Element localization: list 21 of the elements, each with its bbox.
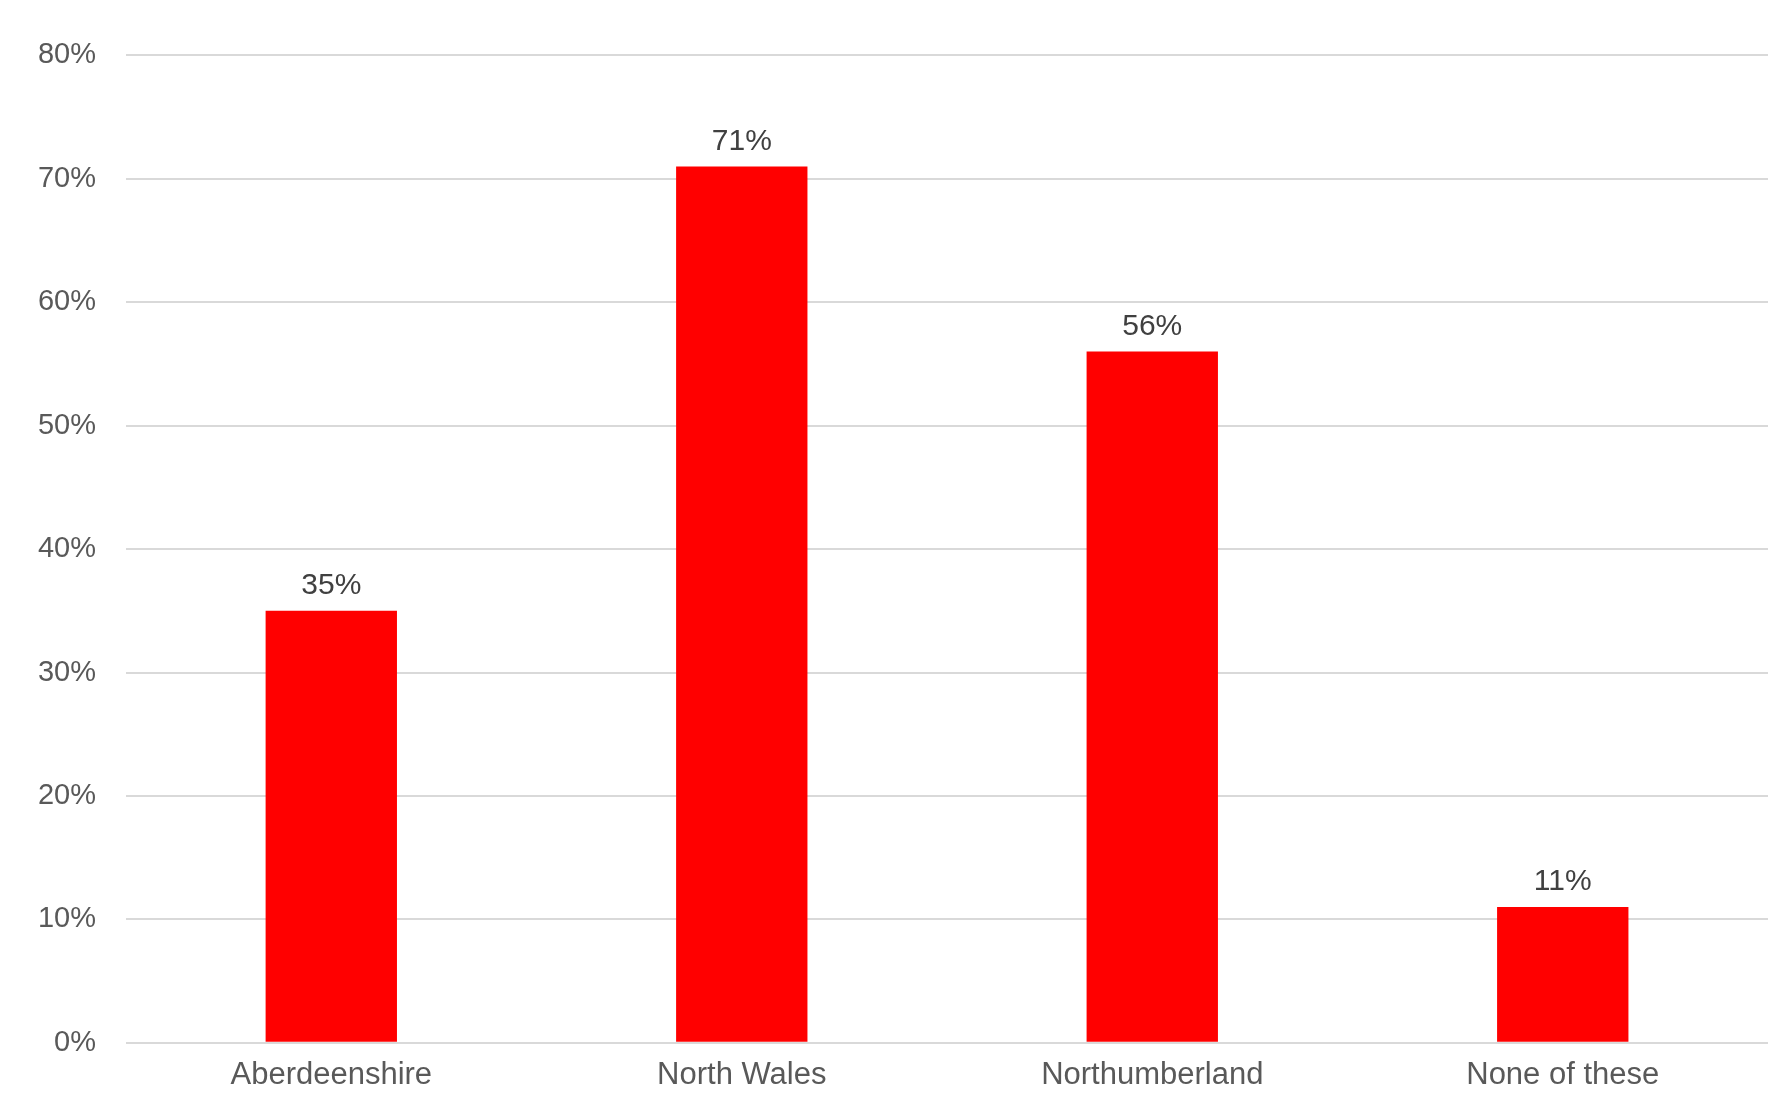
y-tick-label: 10% [38, 901, 97, 934]
data-label: 71% [711, 122, 772, 156]
y-tick-label: 40% [38, 531, 97, 564]
y-tick-label: 20% [38, 777, 97, 810]
y-tick-label: 30% [38, 654, 97, 687]
data-label: 56% [1122, 307, 1183, 341]
y-tick-label: 60% [38, 284, 97, 317]
bar [676, 166, 808, 1042]
x-tick-label: Aberdeenshire [230, 1055, 433, 1091]
x-tick-label: None of these [1466, 1055, 1660, 1091]
y-tick-label: 70% [38, 160, 97, 193]
y-tick-label: 0% [54, 1024, 97, 1057]
x-tick-label: North Wales [657, 1055, 827, 1091]
x-tick-label: Northumberland [1041, 1055, 1264, 1091]
y-tick-label: 80% [38, 37, 97, 70]
bar [1086, 351, 1218, 1042]
data-label: 35% [301, 567, 362, 601]
bar [1497, 907, 1629, 1042]
bar [265, 610, 397, 1042]
y-tick-label: 50% [38, 407, 97, 440]
data-label: 11% [1533, 863, 1592, 897]
